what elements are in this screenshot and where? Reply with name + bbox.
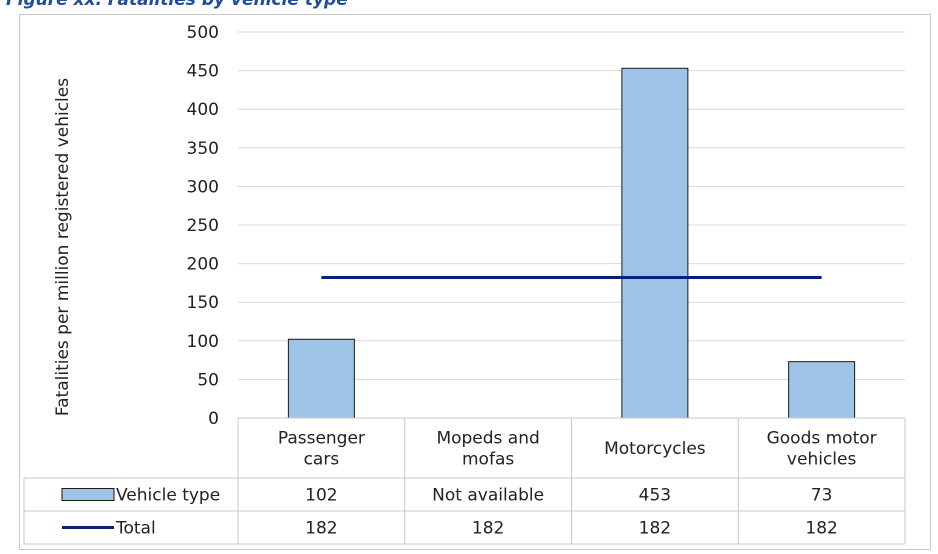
chart-caption: Figure xx. Fatalities by vehicle type	[6, 0, 348, 10]
x-category-label: Passenger	[278, 429, 365, 449]
table-cell-value: 102	[305, 486, 337, 506]
y-tick-label: 400	[187, 100, 219, 120]
y-tick-label: 0	[208, 409, 219, 429]
legend-label: Vehicle type	[116, 486, 220, 506]
y-axis-label: Fatalities per million registered vehicl…	[53, 78, 73, 416]
y-tick-label: 500	[187, 23, 219, 43]
y-tick-label: 100	[187, 332, 219, 352]
y-tick-label: 50	[197, 370, 219, 390]
y-tick-label: 200	[187, 255, 219, 275]
table-cell-value: 182	[805, 519, 837, 539]
x-category-label: Motorcycles	[604, 439, 706, 459]
bar	[287, 338, 355, 419]
table-cell-value: Not available	[432, 486, 544, 506]
x-category-label: Goods motor	[767, 429, 877, 449]
legend-label: Total	[115, 519, 156, 539]
legend-swatch	[61, 488, 115, 501]
caption-strip: Figure xx. Fatalities by vehicle type	[0, 0, 938, 14]
table-cell-value: 453	[639, 486, 671, 506]
x-category-label: cars	[304, 450, 340, 470]
x-category-label: mofas	[462, 450, 514, 470]
y-tick-label: 250	[187, 216, 219, 236]
y-tick-label: 300	[187, 177, 219, 197]
bar	[621, 67, 689, 419]
x-category-label: Mopeds and	[436, 429, 539, 449]
chart-border	[19, 14, 931, 550]
x-category-label: vehicles	[787, 450, 857, 470]
y-tick-label: 350	[187, 139, 219, 159]
bar	[788, 361, 856, 419]
y-tick-label: 450	[187, 62, 219, 82]
table-cell-value: 182	[472, 519, 504, 539]
table-cell-value: 182	[639, 519, 671, 539]
table-cell-value: 182	[305, 519, 337, 539]
table-cell-value: 73	[811, 486, 833, 506]
y-tick-label: 150	[187, 293, 219, 313]
